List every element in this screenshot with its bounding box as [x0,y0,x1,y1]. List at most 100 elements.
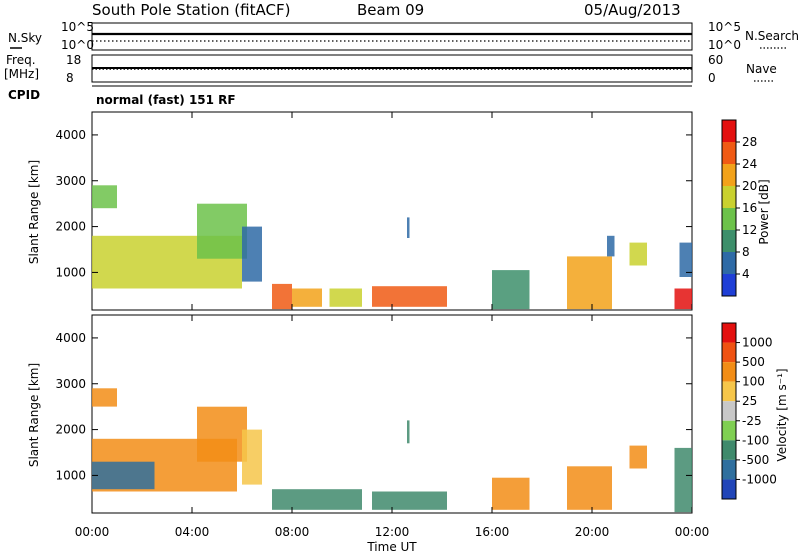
freq-label: Freq. [6,53,36,67]
velocity-colorbar-segment [722,440,736,460]
power-colorbar-segment [722,230,736,252]
velocity-blob-7 [407,420,410,444]
velocity-ytick-label: 3000 [55,377,86,391]
velocity-colorbar-frame [721,322,737,500]
velocity-ylabel: Slant Range [km] [27,363,41,467]
power-blob-11 [607,235,615,257]
time-tick-label: 00:00 [675,525,710,539]
velocity-ytick-label: 4000 [55,331,86,345]
velocity-colorbar-segment [722,459,736,480]
velocity-colorbar-tick-label: 100 [742,375,765,389]
power-yaxis: 1000 2000 3000 4000 [55,128,692,279]
time-axis: 00:00 04:00 08:00 12:00 16:00 20:00 00:00 [75,112,710,539]
power-colorbar: 4 8 12 16 20 24 28 [721,119,757,297]
time-tick-label: 20:00 [575,525,610,539]
power-colorbar-segment [722,164,736,186]
power-blob-13 [674,288,692,310]
velocity-blob-8 [492,477,530,510]
time-tick-label: 16:00 [475,525,510,539]
power-colorbar-tick-label: 28 [742,135,757,149]
nsky-bottom-tick: 10^0 [61,38,94,52]
power-ylabel: Slant Range [km] [27,160,41,264]
velocity-blob-0 [92,388,117,407]
velocity-colorbar-tick-label: 25 [742,394,757,408]
nsky-label: N.Sky [8,31,42,45]
velocity-blob-10 [629,445,647,469]
nsearch-top-tick: 10^5 [708,20,741,34]
power-data-layer [92,185,692,310]
power-colorbar-tick-label: 12 [742,223,757,237]
power-blob-4 [272,283,292,310]
power-ytick-label: 4000 [55,128,86,142]
power-colorbar-tick-label: 16 [742,201,757,215]
velocity-ytick-label: 1000 [55,468,86,482]
freq-top-tick: 18 [66,53,81,67]
nsearch-label: N.Search [745,29,799,43]
station-title: South Pole Station (fitACF) [92,1,290,19]
power-ytick-label: 3000 [55,174,86,188]
cpid-text: normal (fast) 151 RF [96,93,236,107]
power-colorbar-segment [722,186,736,208]
velocity-colorbar-segment [722,420,736,441]
velocity-colorbar-label: Velocity [m s⁻¹] [775,368,789,461]
power-colorbar-tick-label: 8 [742,245,750,259]
power-ytick-label: 1000 [55,265,86,279]
freq-unit-label: [MHz] [4,67,39,81]
time-tick-label: 08:00 [275,525,310,539]
time-tick-label: 04:00 [175,525,210,539]
velocity-colorbar-segment [722,381,736,402]
freq-bottom-tick: 8 [66,71,74,85]
time-tick-label: 12:00 [375,525,410,539]
power-blob-7 [372,286,447,307]
cpid-label: CPID [8,88,40,102]
power-blob-8 [407,217,410,238]
velocity-blob-5 [272,489,362,510]
velocity-blob-9 [567,466,612,510]
velocity-ytick-label: 2000 [55,423,86,437]
velocity-colorbar-segment [722,362,736,382]
power-blob-5 [292,288,322,307]
velocity-blob-6 [372,491,447,510]
nave-bottom-tick: 0 [708,71,716,85]
velocity-colorbar-tick-label: -1000 [742,472,777,486]
power-colorbar-segment [722,120,736,142]
power-blob-1 [92,185,117,209]
time-axis-label: Time UT [366,540,417,554]
velocity-blob-3 [197,406,247,462]
date-label: 05/Aug/2013 [584,1,681,19]
power-colorbar-segment [722,252,736,274]
power-blob-12 [629,242,647,266]
power-colorbar-segment [722,274,736,296]
nsky-top-tick: 10^5 [61,20,94,34]
velocity-colorbar-segment [722,342,736,363]
power-blob-6 [329,288,362,307]
power-colorbar-tick-label: 20 [742,179,757,193]
velocity-colorbar: 1000 500 100 25 -25 -100 -500 -1000 [721,322,777,500]
power-colorbar-segment [722,208,736,230]
power-colorbar-segment [722,142,736,164]
nave-top-tick: 60 [708,53,723,67]
velocity-colorbar-tick-label: -500 [742,453,769,467]
power-colorbar-tick-label: 24 [742,157,757,171]
velocity-colorbar-segment [722,401,736,421]
velocity-colorbar-tick-label: -100 [742,433,769,447]
velocity-colorbar-segment [722,479,736,499]
velocity-colorbar-tick-label: -25 [742,414,762,428]
power-colorbar-tick-label: 4 [742,267,750,281]
velocity-blob-11 [674,447,692,513]
nave-label: Nave [746,62,777,76]
velocity-colorbar-segment [722,323,736,343]
velocity-blob-2 [92,461,155,490]
power-blob-9 [492,270,530,310]
velocity-data-layer [92,388,692,513]
power-blob-10 [567,256,612,310]
beam-label: Beam 09 [357,1,424,19]
velocity-colorbar-tick-label: 1000 [742,336,773,350]
velocity-blob-4 [242,429,262,485]
power-ytick-label: 2000 [55,220,86,234]
power-blob-3 [242,226,262,282]
nsearch-bottom-tick: 10^0 [708,38,741,52]
time-tick-label: 00:00 [75,525,110,539]
noise-panel-frame [91,22,693,51]
